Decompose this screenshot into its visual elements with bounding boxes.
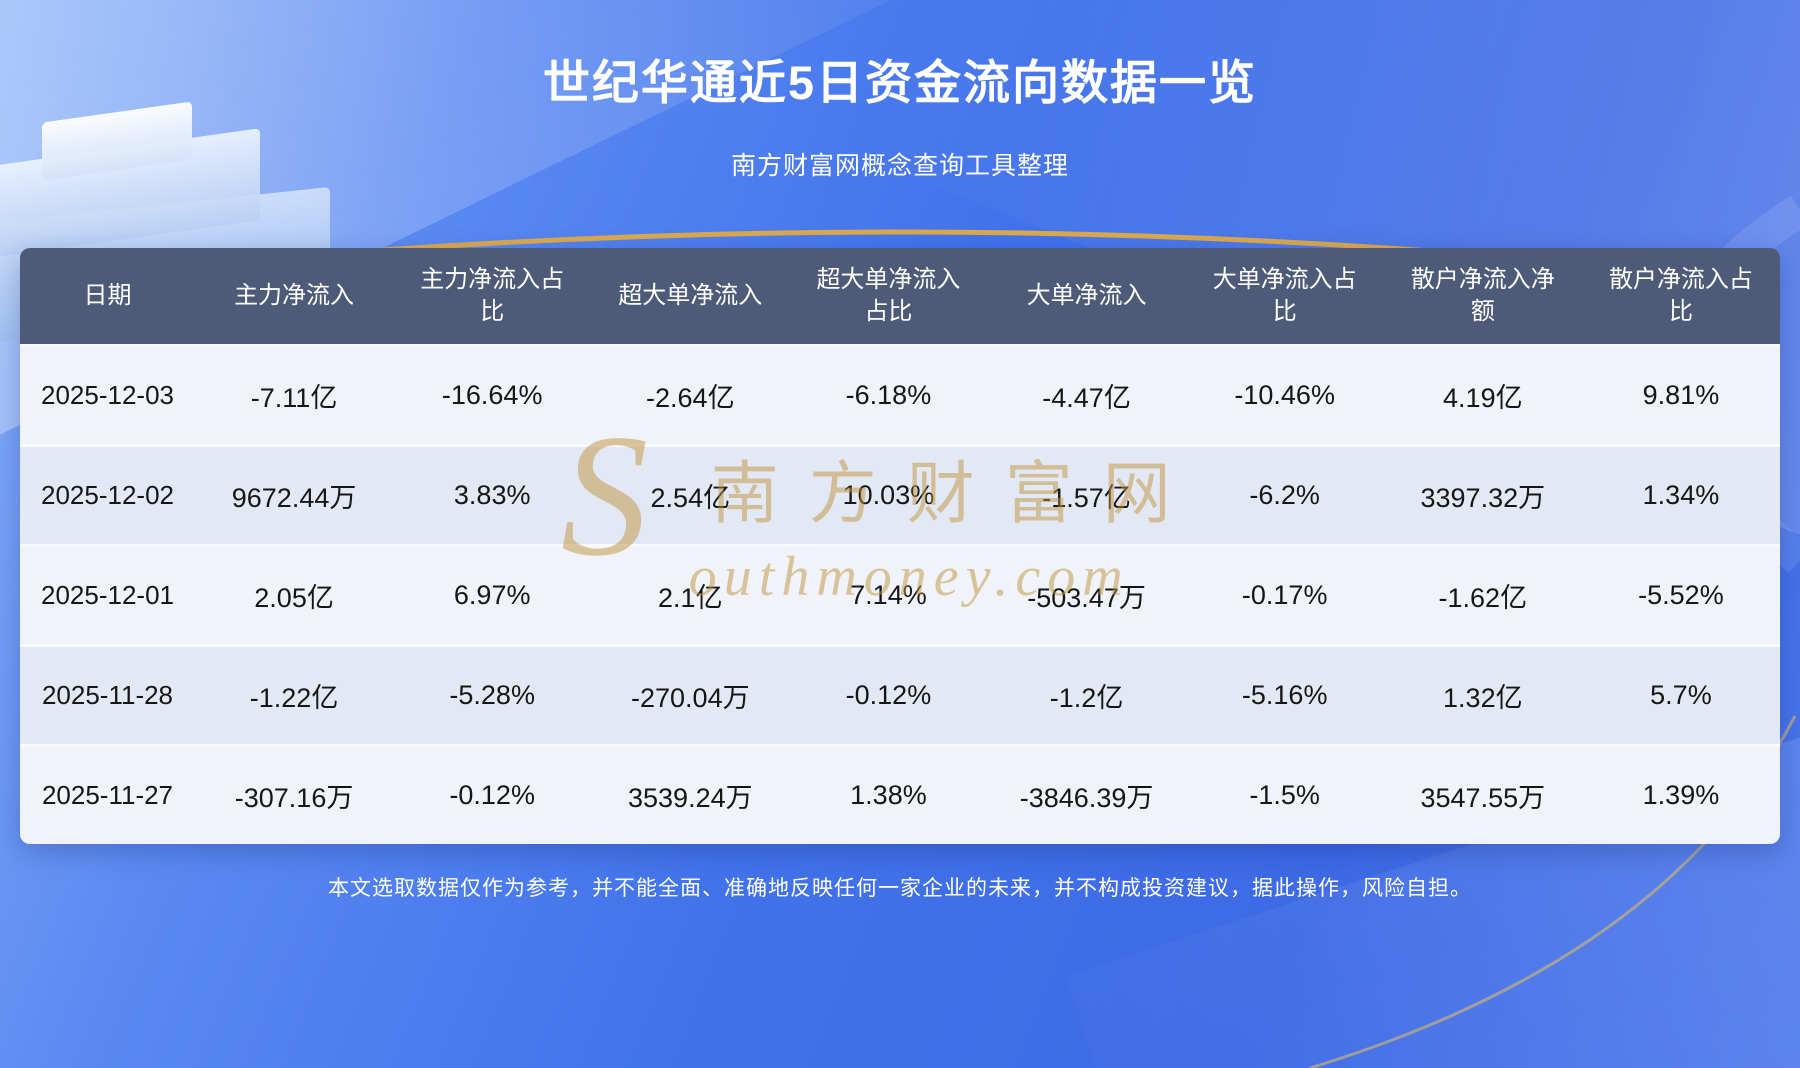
table-cell: -0.12% <box>845 680 932 710</box>
table-cell: 1.32亿 <box>1443 683 1523 713</box>
table-cell: 7.14% <box>850 580 927 610</box>
table-cell: 3539.24万 <box>628 783 753 813</box>
column-header: 大单净流入占比 <box>1212 265 1357 325</box>
table-cell: -1.2亿 <box>1049 683 1124 713</box>
table-cell: -5.52% <box>1638 580 1724 610</box>
table-cell: -5.16% <box>1241 680 1328 710</box>
table-cell-date: 2025-11-28 <box>41 680 174 710</box>
table-cell-date: 2025-12-01 <box>41 580 174 610</box>
table-cell: 2.1亿 <box>658 583 723 613</box>
table-cell: 3397.32万 <box>1420 483 1546 513</box>
table-cell: 3.83% <box>453 480 531 510</box>
column-header-date: 日期 <box>83 281 132 309</box>
table-cell-date: 2025-11-27 <box>41 780 174 810</box>
table-cell: -7.11亿 <box>250 383 338 413</box>
table-cell: -6.2% <box>1249 480 1320 510</box>
column-header: 散户净流入净额 <box>1410 265 1555 325</box>
table-row: 2025-12-01 2.05亿 6.97% 2.1亿 7.14% -503.4… <box>20 544 1780 644</box>
column-header: 大单净流入 <box>1026 281 1147 309</box>
table-cell: 1.38% <box>850 780 927 810</box>
table-cell: -6.18% <box>845 380 932 410</box>
column-header: 超大单净流入占比 <box>816 265 961 325</box>
table-cell: -2.64亿 <box>646 383 735 413</box>
table-row: 2025-12-03 -7.11亿 -16.64% -2.64亿 -6.18% … <box>20 344 1780 444</box>
fund-flow-table: 日期 主力净流入 主力净流入占比 超大单净流入 超大单净流入占比 大单净流入 大… <box>20 248 1780 844</box>
table-cell: 1.39% <box>1642 780 1720 810</box>
table-cell: -1.22亿 <box>249 683 339 713</box>
table-cell: 5.7% <box>1650 680 1712 710</box>
table-cell-date: 2025-12-03 <box>41 380 174 410</box>
table-row: 2025-11-27 -307.16万 -0.12% 3539.24万 1.38… <box>20 744 1780 844</box>
table-cell: 6.97% <box>453 580 531 610</box>
column-header: 主力净流入 <box>234 281 355 309</box>
table-cell: -16.64% <box>441 380 543 410</box>
table-header-row: 日期 主力净流入 主力净流入占比 超大单净流入 超大单净流入占比 大单净流入 大… <box>20 248 1780 344</box>
table-cell: -5.28% <box>449 680 535 710</box>
table-cell: 1.34% <box>1642 480 1720 510</box>
disclaimer-text: 本文选取数据仅作为参考，并不能全面、准确地反映任何一家企业的未来，并不构成投资建… <box>328 877 1472 900</box>
table-cell: -0.12% <box>449 780 535 810</box>
table-cell: -3846.39万 <box>1019 783 1154 813</box>
table-cell: -307.16万 <box>234 783 354 813</box>
table-cell: -1.57亿 <box>1042 483 1131 513</box>
column-header: 散户净流入占比 <box>1608 265 1753 325</box>
table-cell: -270.04万 <box>631 683 750 713</box>
table-row: 2025-12-02 9672.44万 3.83% 2.54亿 10.03% -… <box>20 444 1780 544</box>
table-cell: 9.81% <box>1642 380 1720 410</box>
table-cell: -4.47亿 <box>1042 383 1131 413</box>
table-cell: 9672.44万 <box>231 483 357 513</box>
table-cell: 4.19亿 <box>1443 383 1523 413</box>
table-cell: 3547.55万 <box>1420 783 1546 813</box>
table-cell: -503.47万 <box>1027 583 1146 613</box>
table-cell: -10.46% <box>1234 380 1335 410</box>
table-cell: -1.62亿 <box>1438 583 1528 613</box>
table-cell: 2.05亿 <box>254 583 334 613</box>
page-subtitle: 南方财富网概念查询工具整理 <box>730 152 1069 180</box>
column-header: 主力净流入占比 <box>420 265 565 325</box>
table-cell: -1.5% <box>1249 780 1320 810</box>
table-cell: 2.54亿 <box>650 483 731 513</box>
table-row: 2025-11-28 -1.22亿 -5.28% -270.04万 -0.12%… <box>20 644 1780 744</box>
table-cell-date: 2025-12-02 <box>41 480 174 510</box>
column-header: 超大单净流入 <box>618 281 763 309</box>
table-cell: -0.17% <box>1241 580 1328 610</box>
page-title: 世纪华通近5日资金流向数据一览 <box>542 56 1258 109</box>
table-cell: 10.03% <box>842 480 935 510</box>
